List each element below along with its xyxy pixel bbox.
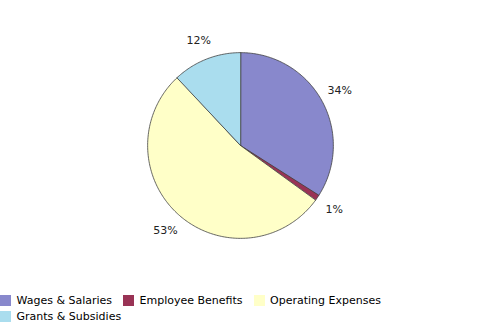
svg-text:53%: 53% [153,224,177,237]
svg-text:1%: 1% [325,203,342,216]
html-text:Operating Expenses: Operating Expenses [270,293,381,307]
html-text:Employee Benefits: Employee Benefits [139,293,243,307]
svg-text:34%: 34% [328,84,352,97]
html-text:Wages & Salaries: Wages & Salaries [16,293,113,307]
html-text:Grants & Subsidies: Grants & Subsidies [16,310,122,324]
svg-text:12%: 12% [187,34,211,47]
